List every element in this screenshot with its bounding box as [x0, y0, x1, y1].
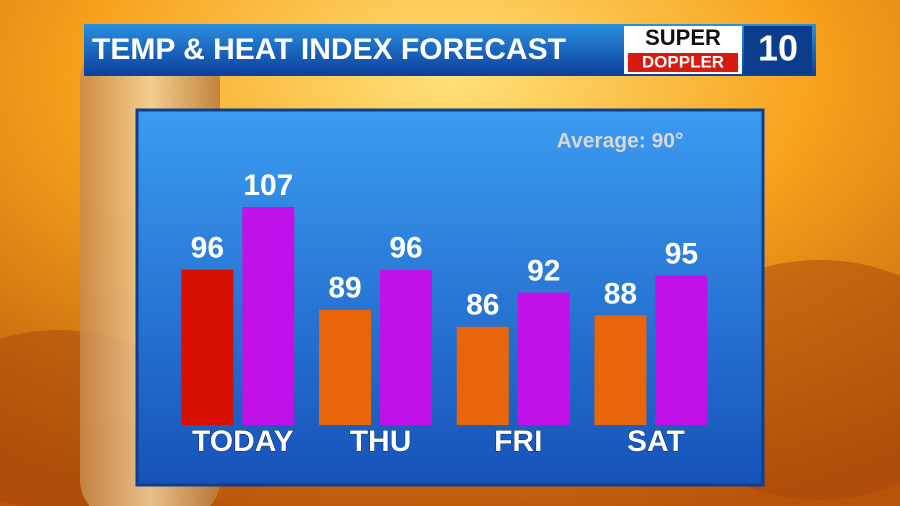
x-tick-label: FRI: [494, 425, 542, 458]
bar: [517, 292, 570, 425]
logo-text: SUPER: [645, 25, 721, 50]
value-label: 92: [527, 254, 560, 287]
bar: [181, 269, 234, 425]
annotation: Average: 90°: [557, 130, 684, 153]
logo-number: 10: [758, 28, 798, 69]
value-label: 86: [466, 289, 499, 322]
value-label: 88: [604, 277, 637, 310]
logo-badge: [744, 26, 812, 74]
value-label: 89: [328, 272, 361, 305]
bar: [242, 207, 295, 425]
logo-band: [628, 53, 738, 72]
bar: [319, 309, 372, 425]
plot: TODAY 96 107 THU 89 96 FRI 86 92 SAT 88 95: [181, 169, 708, 458]
logo-text: DOPPLER: [642, 52, 724, 71]
bar: [594, 315, 647, 425]
x-tick-label: TODAY: [192, 425, 294, 458]
value-label: 107: [243, 169, 293, 202]
bar: [655, 275, 708, 425]
bar: [380, 269, 433, 425]
value-label: 96: [389, 232, 422, 265]
x-tick-label: SAT: [627, 425, 685, 458]
chart-title: TEMP & HEAT INDEX FORECAST: [92, 33, 566, 66]
bar: [456, 326, 509, 425]
x-tick-label: THU: [350, 425, 412, 458]
value-label: 95: [665, 237, 698, 270]
value-label: 96: [191, 232, 224, 265]
